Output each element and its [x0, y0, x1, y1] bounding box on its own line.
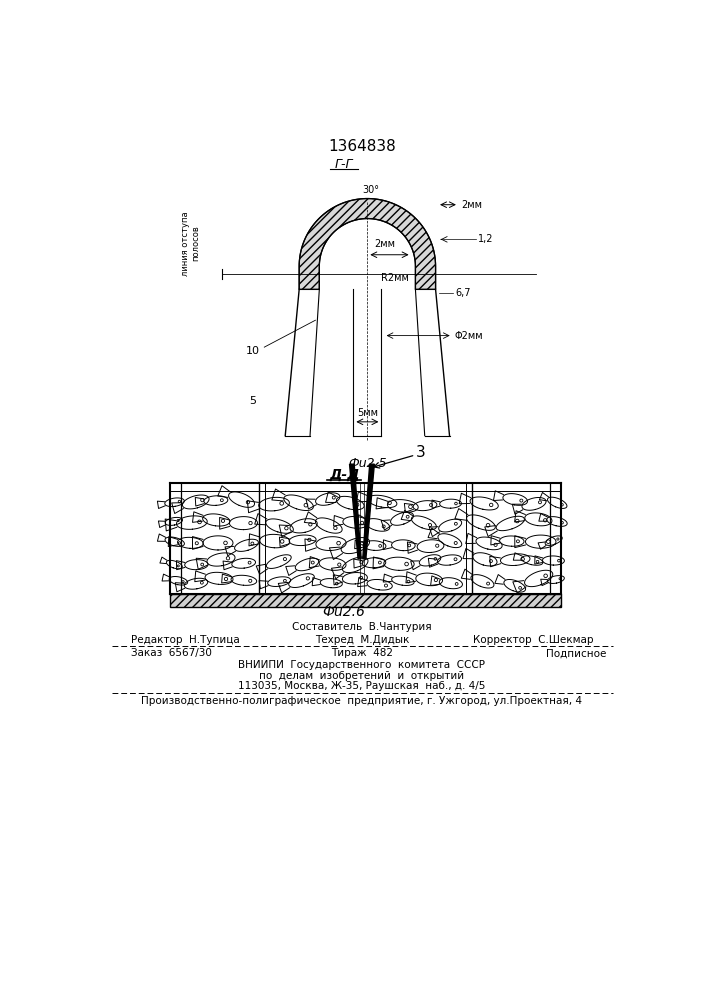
Polygon shape [170, 594, 561, 607]
Text: Техред  М.Дидык: Техред М.Дидык [315, 635, 409, 645]
Text: Фu2.6: Фu2.6 [322, 605, 366, 619]
Text: 113035, Москва, Ж-35, Раушская  наб., д. 4/5: 113035, Москва, Ж-35, Раушская наб., д. … [238, 681, 486, 691]
Text: 3: 3 [416, 445, 426, 460]
Text: Г-Г: Г-Г [335, 158, 354, 172]
Text: Корректор  С.Шекмар: Корректор С.Шекмар [473, 635, 594, 645]
Polygon shape [363, 464, 374, 559]
Text: 5: 5 [249, 396, 256, 406]
Text: 1,2: 1,2 [478, 234, 493, 244]
Text: 1364838: 1364838 [328, 139, 396, 154]
Text: 6,7: 6,7 [455, 288, 470, 298]
Text: ВНИИПИ  Государственного  комитета  СССР: ВНИИПИ Государственного комитета СССР [238, 660, 486, 670]
Text: R2мм: R2мм [381, 273, 409, 283]
Text: 2мм: 2мм [374, 239, 395, 249]
Polygon shape [349, 464, 361, 559]
Text: 5мм: 5мм [357, 408, 378, 418]
Text: Д-Д: Д-Д [329, 468, 359, 482]
Text: линия отступа
полосов: линия отступа полосов [181, 211, 200, 276]
Text: Подписное: Подписное [546, 648, 606, 658]
Text: Φ2мм: Φ2мм [455, 331, 484, 341]
Text: 2мм: 2мм [461, 200, 482, 210]
Polygon shape [299, 199, 436, 289]
Text: 30°: 30° [363, 185, 380, 195]
Text: Составитель  В.Чантурия: Составитель В.Чантурия [292, 622, 432, 632]
Text: Фu2.5: Фu2.5 [348, 457, 387, 470]
Text: Заказ  6567/30: Заказ 6567/30 [131, 648, 212, 658]
Text: Тираж  482: Тираж 482 [331, 648, 393, 658]
Text: Редактор  Н.Тупица: Редактор Н.Тупица [131, 635, 240, 645]
Text: 10: 10 [245, 346, 259, 356]
Text: Производственно-полиграфическое  предприятие, г. Ужгород, ул.Проектная, 4: Производственно-полиграфическое предприя… [141, 696, 583, 706]
Text: по  делам  изобретений  и  открытий: по делам изобретений и открытий [259, 671, 464, 681]
